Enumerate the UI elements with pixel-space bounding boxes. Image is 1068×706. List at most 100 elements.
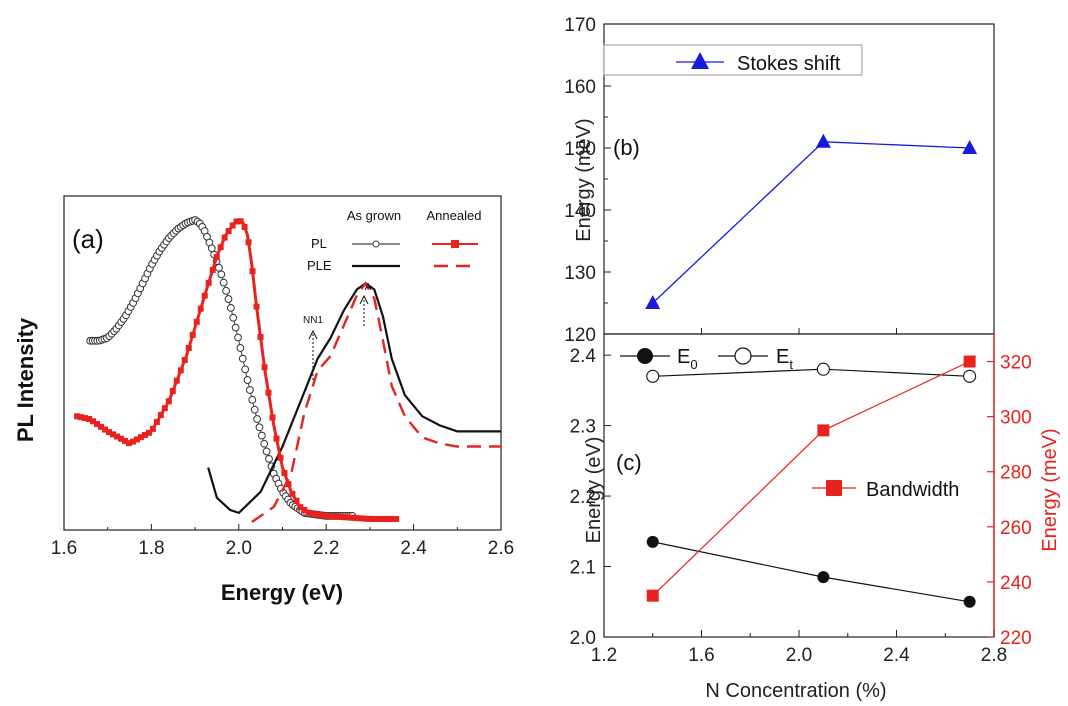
legend-row-pl: PL bbox=[311, 236, 327, 251]
panel-c-y-axis-label: Energy (eV) bbox=[583, 437, 605, 544]
legend-swatch-annealed-pl bbox=[432, 240, 478, 248]
data-point bbox=[219, 278, 228, 287]
data-point bbox=[201, 292, 208, 299]
data-point bbox=[381, 515, 388, 522]
c-series-line-1 bbox=[652, 368, 970, 377]
annotation-nn1: NN1 bbox=[303, 315, 323, 380]
data-point bbox=[285, 481, 292, 488]
panel-a: 1.6 1.8 2.0 2.2 2.4 2.6 Energy (eV) PL Intens… bbox=[13, 195, 514, 605]
data-point bbox=[301, 506, 308, 513]
c-y-tick-label: 2.0 bbox=[570, 628, 596, 649]
panel-b-series bbox=[645, 133, 978, 309]
e0-point bbox=[646, 535, 659, 548]
data-point bbox=[225, 228, 232, 235]
a-x-tick-label: 2.0 bbox=[226, 538, 252, 559]
data-point bbox=[229, 222, 236, 229]
data-point bbox=[341, 514, 348, 521]
annotation-a-label: A bbox=[365, 282, 372, 293]
c-y2-tick-label: 280 bbox=[1000, 463, 1032, 484]
data-point bbox=[317, 511, 324, 518]
panel-c-series bbox=[646, 355, 977, 608]
data-point bbox=[169, 388, 176, 395]
data-point bbox=[145, 429, 152, 436]
data-point bbox=[221, 234, 228, 241]
a-x-tick-label: 2.6 bbox=[488, 538, 514, 559]
data-point bbox=[231, 323, 240, 332]
panel-c-y2-axis-label: Energy (meV) bbox=[1039, 428, 1061, 551]
legend-header-as-grown: As grown bbox=[347, 208, 401, 223]
data-point bbox=[277, 454, 284, 461]
data-point bbox=[257, 333, 264, 340]
data-point bbox=[137, 434, 144, 441]
data-point bbox=[237, 218, 244, 225]
data-point bbox=[149, 425, 156, 432]
panel-b-legend: Stokes shift bbox=[603, 44, 863, 76]
c-y-tick-label: 2.1 bbox=[570, 558, 596, 579]
data-point bbox=[121, 437, 128, 444]
a-x-tick-label: 2.2 bbox=[313, 538, 339, 559]
data-point bbox=[309, 510, 316, 517]
c-x-tick-label: 1.6 bbox=[688, 645, 714, 666]
c-y-tick-label: 2.2 bbox=[570, 487, 596, 508]
panel-b: 120 130 140 150 160 170 Energy (meV) (b) Stok… bbox=[564, 15, 995, 346]
data-point bbox=[226, 303, 235, 312]
data-point bbox=[243, 376, 252, 384]
data-point bbox=[349, 514, 356, 521]
data-point bbox=[393, 515, 400, 522]
data-point bbox=[74, 413, 81, 420]
c-y2-tick-label: 220 bbox=[1000, 628, 1032, 649]
legend-bandwidth: Bandwidth bbox=[866, 479, 959, 501]
c-y2-tick-label: 260 bbox=[1000, 518, 1032, 539]
data-point bbox=[86, 416, 93, 423]
panel-c: 1.2 1.6 2.0 2.4 2.8 2.0 2.1 2.2 2.3 2.4 220 240 26… bbox=[570, 333, 1061, 702]
data-point bbox=[373, 515, 380, 522]
data-point bbox=[94, 421, 101, 428]
data-point bbox=[325, 513, 332, 520]
data-point bbox=[113, 433, 120, 440]
stokes-shift-line bbox=[652, 141, 970, 304]
et-point bbox=[646, 369, 660, 383]
a-x-tick-label: 2.4 bbox=[400, 538, 427, 559]
data-point bbox=[141, 431, 148, 438]
b-y-tick-label: 130 bbox=[564, 263, 596, 284]
data-point bbox=[250, 405, 259, 414]
series-line-2 bbox=[76, 218, 397, 521]
data-point bbox=[253, 303, 260, 310]
data-point bbox=[161, 405, 168, 412]
data-point bbox=[261, 364, 268, 371]
data-point bbox=[241, 365, 250, 374]
data-point bbox=[369, 515, 376, 522]
data-point bbox=[269, 414, 276, 421]
c-y2-tick-label: 240 bbox=[1000, 573, 1032, 594]
b-y-tick-label: 160 bbox=[564, 77, 596, 98]
panel-c-y-ticks: 2.0 2.1 2.2 2.3 2.4 bbox=[570, 346, 611, 649]
data-point bbox=[90, 418, 97, 425]
data-point bbox=[361, 515, 368, 522]
bandwidth-point bbox=[963, 355, 976, 368]
bandwidth-point bbox=[817, 424, 830, 437]
data-point bbox=[177, 367, 184, 374]
data-point bbox=[205, 279, 212, 286]
data-point bbox=[185, 345, 192, 352]
panel-a-legend: As grown Annealed PL PLE bbox=[307, 208, 481, 273]
a-x-tick-label: 1.6 bbox=[51, 538, 77, 559]
c-y2-tick-label: 300 bbox=[1000, 408, 1032, 429]
data-point bbox=[321, 512, 328, 519]
annotation-nn1-label: NN1 bbox=[303, 315, 323, 326]
data-point bbox=[173, 377, 180, 384]
data-point bbox=[213, 254, 220, 261]
legend-row-ple: PLE bbox=[307, 258, 332, 273]
series-line-3 bbox=[251, 281, 501, 523]
data-point bbox=[181, 357, 188, 364]
c-x-tick-label: 2.8 bbox=[981, 645, 1007, 666]
panel-c-label: (c) bbox=[616, 450, 642, 475]
plot-a-frame bbox=[63, 195, 502, 531]
data-point bbox=[236, 344, 245, 352]
data-point bbox=[305, 509, 312, 516]
data-point bbox=[389, 515, 396, 522]
legend-triangle-marker bbox=[691, 52, 709, 69]
data-point bbox=[313, 511, 320, 518]
data-point bbox=[133, 436, 140, 443]
data-point bbox=[329, 513, 336, 520]
c-series-line-0 bbox=[652, 541, 970, 603]
